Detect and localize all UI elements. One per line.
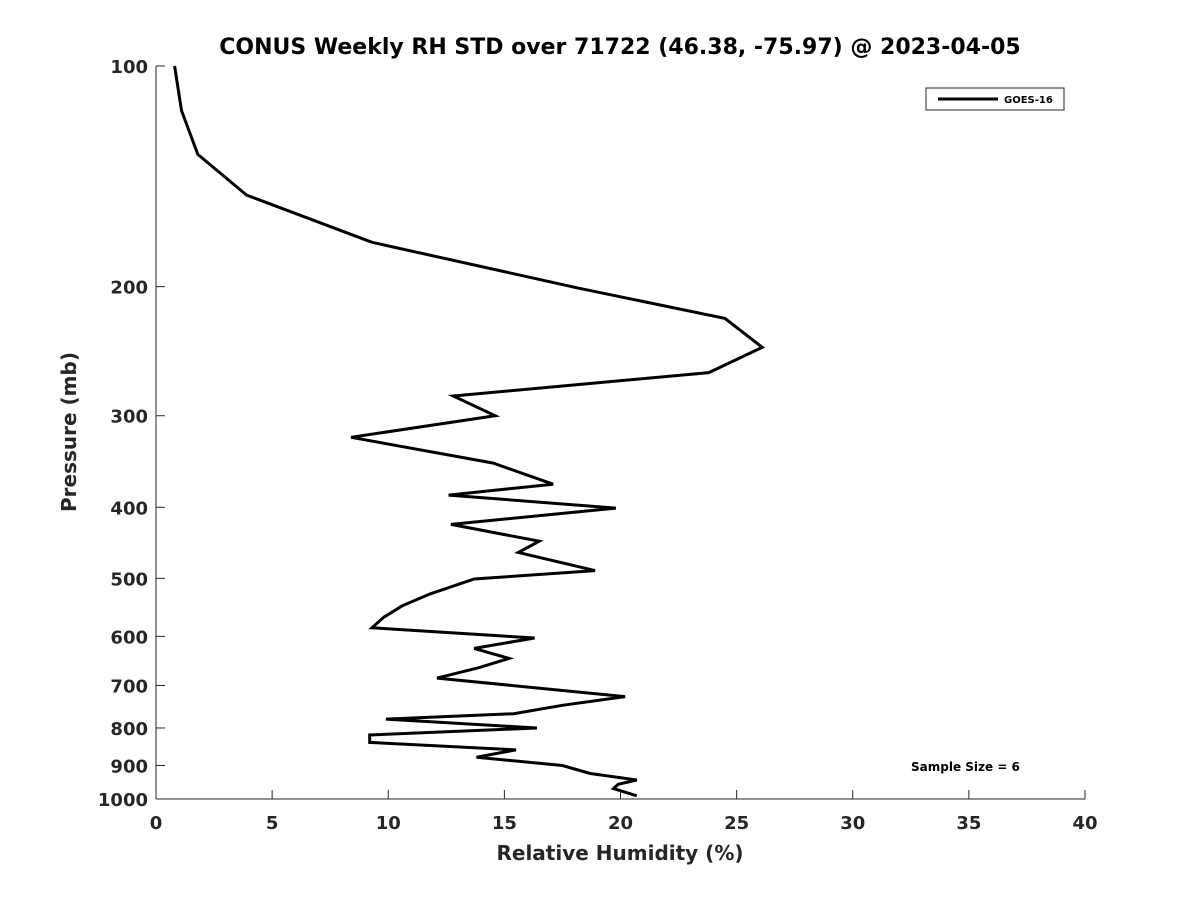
x-tick-label: 15: [492, 813, 517, 834]
y-tick-label: 500: [110, 569, 148, 590]
y-tick-label: 100: [110, 57, 148, 78]
chart-title: CONUS Weekly RH STD over 71722 (46.38, -…: [219, 35, 1020, 60]
y-tick-label: 400: [110, 498, 148, 519]
legend: GOES-16: [925, 87, 1065, 111]
x-axis-ticks: 0 5 10 15 20 25 30 35 40: [150, 790, 1098, 834]
x-tick-label: 5: [266, 813, 279, 834]
y-tick-label: 600: [110, 627, 148, 648]
sample-size-annotation: Sample Size = 6: [911, 760, 1020, 774]
x-tick-label: 30: [840, 813, 865, 834]
y-axis-ticks: 100 200 300 400 500 600 700 800 900 1000: [98, 57, 165, 811]
legend-label-goes16: GOES-16: [1004, 95, 1053, 106]
x-tick-label: 25: [724, 813, 749, 834]
x-tick-label: 10: [376, 813, 401, 834]
x-tick-label: 35: [956, 813, 981, 834]
y-tick-label: 1000: [98, 790, 148, 811]
x-tick-label: 40: [1072, 813, 1097, 834]
y-tick-label: 200: [110, 278, 148, 299]
x-tick-label: 0: [150, 813, 163, 834]
x-tick-label: 20: [608, 813, 633, 834]
series-line-layer: [173, 65, 766, 798]
y-tick-label: 800: [110, 719, 148, 740]
x-axis-label: Relative Humidity (%): [496, 841, 743, 865]
y-tick-label: 700: [110, 676, 148, 697]
y-tick-label: 900: [110, 756, 148, 777]
series-line-goes-16: [173, 65, 766, 798]
y-tick-label: 300: [110, 407, 148, 428]
plot-area: [156, 66, 1085, 799]
y-axis-label: Pressure (mb): [57, 352, 81, 512]
